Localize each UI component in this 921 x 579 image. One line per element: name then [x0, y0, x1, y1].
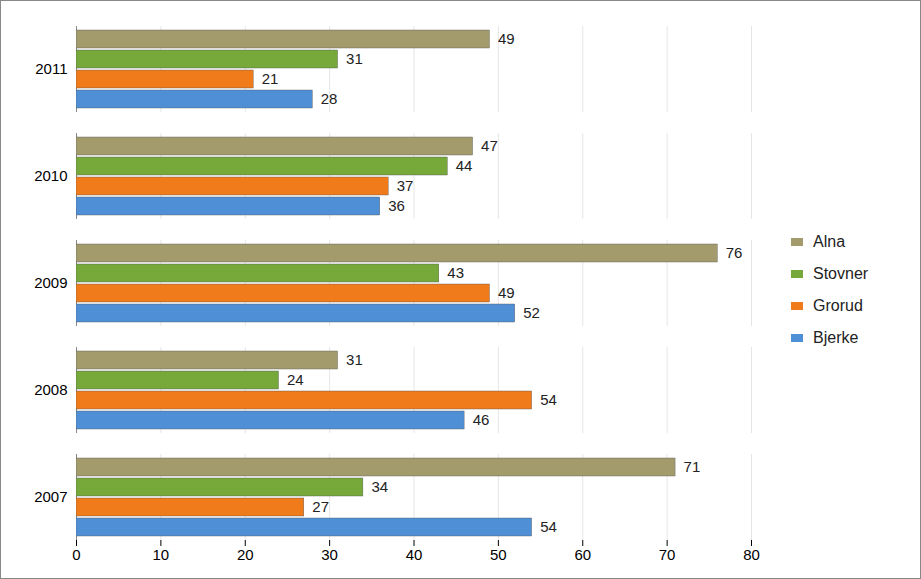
- svg-text:49: 49: [498, 284, 515, 301]
- svg-text:2009: 2009: [34, 274, 67, 291]
- svg-text:21: 21: [262, 70, 279, 87]
- svg-text:0: 0: [72, 546, 80, 563]
- svg-text:2011: 2011: [35, 60, 67, 77]
- svg-text:54: 54: [540, 518, 557, 535]
- svg-text:54: 54: [540, 391, 557, 408]
- svg-text:10: 10: [153, 546, 170, 563]
- svg-text:71: 71: [684, 458, 701, 475]
- svg-text:60: 60: [574, 546, 591, 563]
- svg-text:34: 34: [371, 478, 388, 495]
- svg-text:40: 40: [406, 546, 423, 563]
- svg-text:31: 31: [346, 50, 363, 67]
- svg-text:20: 20: [237, 546, 254, 563]
- svg-text:50: 50: [490, 546, 507, 563]
- svg-text:2007: 2007: [34, 488, 67, 505]
- svg-text:31: 31: [346, 351, 363, 368]
- svg-text:76: 76: [726, 244, 743, 261]
- svg-text:2008: 2008: [34, 381, 67, 398]
- svg-text:44: 44: [456, 157, 473, 174]
- svg-text:36: 36: [388, 197, 405, 214]
- html-text:Bjerke: Bjerke: [813, 328, 859, 346]
- svg-text:43: 43: [447, 264, 464, 281]
- html-text:Alna: Alna: [813, 232, 845, 250]
- svg-text:37: 37: [397, 177, 414, 194]
- svg-text:30: 30: [321, 546, 338, 563]
- svg-text:24: 24: [287, 371, 304, 388]
- svg-text:2010: 2010: [34, 167, 67, 184]
- svg-text:28: 28: [321, 90, 338, 107]
- html-text:Stovner: Stovner: [813, 264, 869, 282]
- svg-text:52: 52: [523, 304, 540, 321]
- svg-text:80: 80: [743, 546, 760, 563]
- svg-text:47: 47: [481, 137, 498, 154]
- svg-text:27: 27: [312, 498, 329, 515]
- svg-text:49: 49: [498, 30, 515, 47]
- svg-text:70: 70: [659, 546, 676, 563]
- svg-text:46: 46: [473, 411, 490, 428]
- html-text:Grorud: Grorud: [813, 296, 863, 314]
